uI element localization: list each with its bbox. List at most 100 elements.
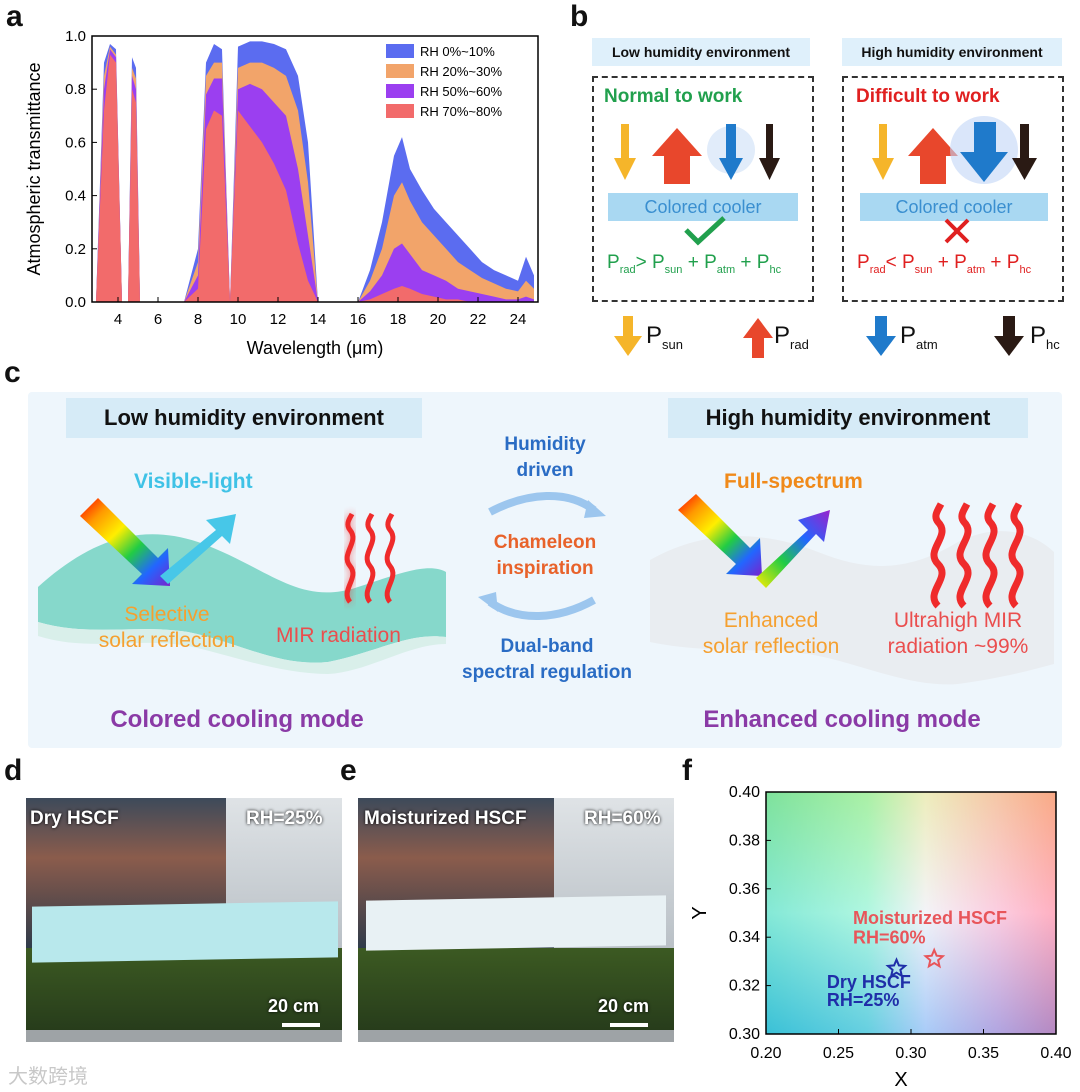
legend-p-atm: Patm	[900, 322, 938, 352]
low-humidity-box	[592, 76, 814, 302]
high-humidity-box	[842, 76, 1064, 302]
x-tick-label: 20	[430, 311, 447, 328]
sun-arrow-high-icon	[872, 124, 894, 180]
legend-swatch-1	[386, 64, 414, 78]
visible-light-label: Visible-light	[134, 470, 253, 493]
checkmark-icon	[684, 216, 726, 246]
chromaticity-chart: 0.20 0.25 0.30 0.35 0.40 0.30 0.32 0.34 0.36 0.38…	[690, 784, 1072, 1091]
ultrahigh-mir-label: Ultrahigh MIR radiation ~99%	[887, 609, 1029, 658]
x-tick-label: 14	[310, 311, 327, 328]
rainbow-arrow-in-left-icon	[80, 498, 170, 586]
cross-icon	[944, 218, 970, 244]
legend-p-hc: Phc	[1030, 322, 1060, 352]
moist-point-label-1: Moisturized HSCF	[853, 908, 1007, 928]
legend-p-sun: Psun	[646, 322, 683, 352]
watermark: 大数跨境	[8, 1066, 88, 1088]
y-tick-label: 0.0	[65, 294, 86, 311]
visible-light-arrow-icon	[160, 514, 236, 584]
full-spectrum-arrow-icon	[756, 510, 830, 588]
dry-scale-label: 20 cm	[268, 996, 320, 1016]
legend-sun-arrow-icon	[614, 316, 642, 356]
y-tick-label: 0.4	[65, 188, 86, 205]
legend-hc-arrow-icon	[994, 316, 1024, 356]
x-tick-label: 6	[154, 311, 162, 328]
panel-c-illustration	[38, 491, 1054, 685]
panel-label-f: f	[682, 754, 692, 787]
y-axis-title: Atmospheric transmittance	[24, 62, 44, 275]
panel-label-b: b	[570, 0, 589, 33]
panel-label-a: a	[6, 0, 23, 33]
y-tick-label: 0.6	[65, 134, 86, 151]
colored-cooler-high: Colored cooler	[860, 193, 1048, 221]
y-tick-label: 0.34	[729, 929, 760, 946]
moisturized-hscf-label: Moisturized HSCF	[364, 808, 527, 829]
point-marker-0	[885, 957, 908, 978]
normal-to-work-text: Normal to work	[604, 86, 743, 107]
y-axis-title: Y	[690, 906, 711, 919]
legend-rad-arrow-icon	[743, 318, 773, 358]
panel-b-high-header: High humidity environment	[842, 38, 1062, 66]
legend-swatch-3	[386, 104, 414, 118]
x-tick-label: 24	[510, 311, 527, 328]
x-axis-title: X	[894, 1069, 907, 1091]
legend-swatch-0	[386, 44, 414, 58]
rainbow-arrow-in-right-icon	[678, 494, 762, 576]
plot-frame	[91, 35, 539, 303]
x-tick-label: 12	[270, 311, 287, 328]
legend-label-0: RH 0%~10%	[420, 44, 495, 59]
colored-cooler-low: Colored cooler	[608, 193, 798, 221]
y-tick-label: 0.32	[729, 978, 760, 995]
rad-arrow-high-icon	[908, 128, 958, 184]
chromaticity-overlay	[766, 792, 1056, 1034]
y-tick-label: 0.2	[65, 241, 86, 258]
atm-arrow-high-icon	[950, 116, 1018, 184]
y-tick-label: 0.36	[729, 881, 760, 898]
sun-arrow-low-icon	[614, 124, 636, 180]
x-tick-label: 0.20	[750, 1045, 781, 1062]
legend-label-3: RH 70%~80%	[420, 104, 502, 119]
moist-point-label-2: RH=60%	[853, 927, 926, 947]
dry-rh-label: RH=25%	[246, 808, 323, 829]
y-tick-label: 0.38	[729, 832, 760, 849]
equation-high: Prad< Psun + Patm + Phc	[857, 252, 1032, 276]
dry-point-label-2: RH=25%	[827, 990, 900, 1010]
mir-radiation-label: MIR radiation	[276, 624, 401, 647]
x-tick-label: 18	[390, 311, 407, 328]
enhanced-reflection-label: Enhanced solar reflection	[702, 609, 840, 658]
x-tick-label: 0.35	[968, 1045, 999, 1062]
dry-scale-bar	[282, 1023, 320, 1027]
x-tick-label: 0.25	[823, 1045, 854, 1062]
legend-label-2: RH 50%~60%	[420, 84, 502, 99]
panel-c-low-header: Low humidity environment	[66, 398, 422, 438]
chameleon-inspiration-label: Chameleon inspiration	[493, 532, 597, 579]
mir-waves-right-icon	[930, 502, 1024, 609]
legend-swatch-2	[386, 84, 414, 98]
humidity-driven-label: Humidity driven	[504, 434, 586, 481]
teal-fabric	[32, 901, 338, 963]
series-area-3	[96, 54, 534, 303]
enhanced-cooling-mode-label: Enhanced cooling mode	[703, 706, 981, 733]
transmittance-chart: 4 6 8 10 12 14 16 18 20 22 24 0.0 0.2 0.4 0.6 0.8 1.0 Wav…	[24, 28, 539, 358]
legend-atm-arrow-icon	[866, 316, 896, 356]
y-tick-label: 1.0	[65, 28, 86, 45]
full-spectrum-label: Full-spectrum	[724, 470, 863, 493]
mir-waves-left-icon	[344, 512, 396, 604]
dry-point-label-1: Dry HSCF	[827, 972, 911, 992]
x-tick-label: 22	[470, 311, 487, 328]
x-tick-label: 8	[194, 311, 202, 328]
y-tick-label: 0.30	[729, 1026, 760, 1043]
panel-b-arrows	[614, 116, 1037, 184]
colored-cooling-mode-label: Colored cooling mode	[110, 706, 364, 733]
selective-reflection-label: Selective solar reflection	[98, 603, 236, 652]
atm-arrow-low-icon	[707, 124, 755, 180]
moisturized-scale-label: 20 cm	[598, 996, 650, 1016]
panel-c-high-header: High humidity environment	[668, 398, 1028, 438]
hc-arrow-low-icon	[759, 124, 780, 180]
x-tick-label: 10	[230, 311, 247, 328]
rad-arrow-low-icon	[652, 128, 702, 184]
panel-b-legend-arrows	[614, 316, 1024, 358]
x-tick-label: 0.40	[1040, 1045, 1071, 1062]
x-axis-title: Wavelength (μm)	[247, 338, 384, 358]
moisturized-scale-bar	[610, 1023, 648, 1027]
panel-label-d: d	[4, 754, 23, 787]
